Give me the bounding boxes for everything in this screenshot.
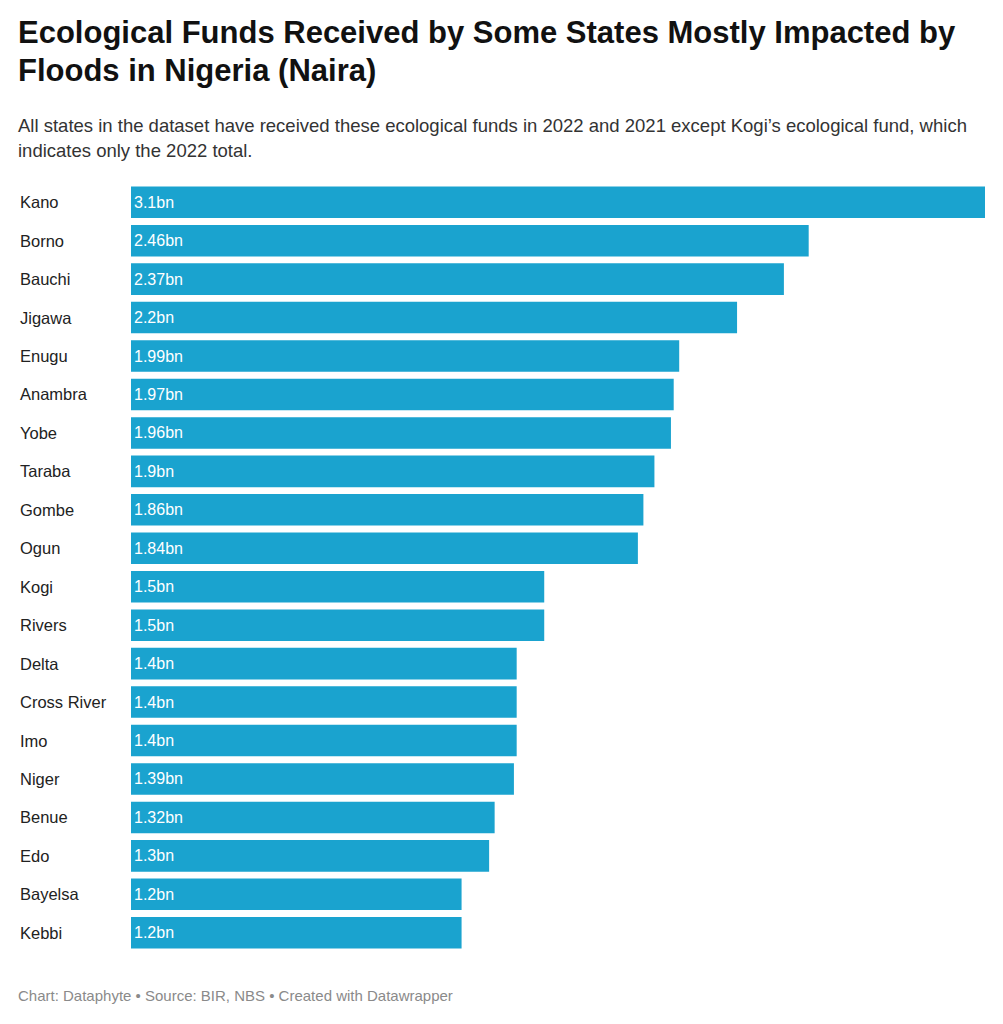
svg-text:Yobe: Yobe [20,424,57,442]
svg-text:Anambra: Anambra [20,385,88,403]
svg-text:Enugu: Enugu [20,347,68,365]
svg-text:2.46bn: 2.46bn [134,232,183,249]
html-text:Chart: Dataphyte • Source: BIR: Chart: Dataphyte • Source: BIR, NBS • Cr… [18,987,453,1004]
svg-text:1.4bn: 1.4bn [134,694,174,711]
svg-text:Niger: Niger [20,770,60,788]
svg-text:1.97bn: 1.97bn [134,386,183,403]
svg-text:Kano: Kano [20,193,59,211]
html-text:All states in the dataset have: All states in the dataset have received … [18,115,967,161]
svg-text:2.37bn: 2.37bn [134,271,183,288]
svg-text:Bauchi: Bauchi [20,270,70,288]
svg-text:Delta: Delta [20,655,59,673]
svg-text:1.5bn: 1.5bn [134,617,174,634]
svg-text:1.84bn: 1.84bn [134,540,183,557]
svg-text:1.4bn: 1.4bn [134,732,174,749]
svg-text:Cross River: Cross River [20,693,107,711]
svg-text:Borno: Borno [20,232,64,250]
svg-text:1.2bn: 1.2bn [134,886,174,903]
svg-text:Imo: Imo [20,732,48,750]
svg-text:Bayelsa: Bayelsa [20,885,80,903]
svg-text:1.3bn: 1.3bn [134,847,174,864]
svg-text:Kebbi: Kebbi [20,924,62,942]
svg-text:2.2bn: 2.2bn [134,309,174,326]
svg-text:Benue: Benue [20,808,68,826]
svg-text:Ogun: Ogun [20,539,60,557]
html-text:Ecological Funds Received by S: Ecological Funds Received by Some States… [18,15,956,88]
svg-text:Edo: Edo [20,847,49,865]
svg-text:1.32bn: 1.32bn [134,809,183,826]
svg-text:Kogi: Kogi [20,578,53,596]
svg-text:Rivers: Rivers [20,616,67,634]
svg-text:1.39bn: 1.39bn [134,770,183,787]
svg-text:1.86bn: 1.86bn [134,501,183,518]
svg-text:1.2bn: 1.2bn [134,924,174,941]
svg-text:1.96bn: 1.96bn [134,424,183,441]
svg-text:1.99bn: 1.99bn [134,348,183,365]
svg-text:Taraba: Taraba [20,462,71,480]
svg-text:1.4bn: 1.4bn [134,655,174,672]
svg-text:Gombe: Gombe [20,501,74,519]
svg-text:3.1bn: 3.1bn [134,194,174,211]
svg-text:Jigawa: Jigawa [20,309,72,327]
svg-text:1.9bn: 1.9bn [134,463,174,480]
svg-text:1.5bn: 1.5bn [134,578,174,595]
